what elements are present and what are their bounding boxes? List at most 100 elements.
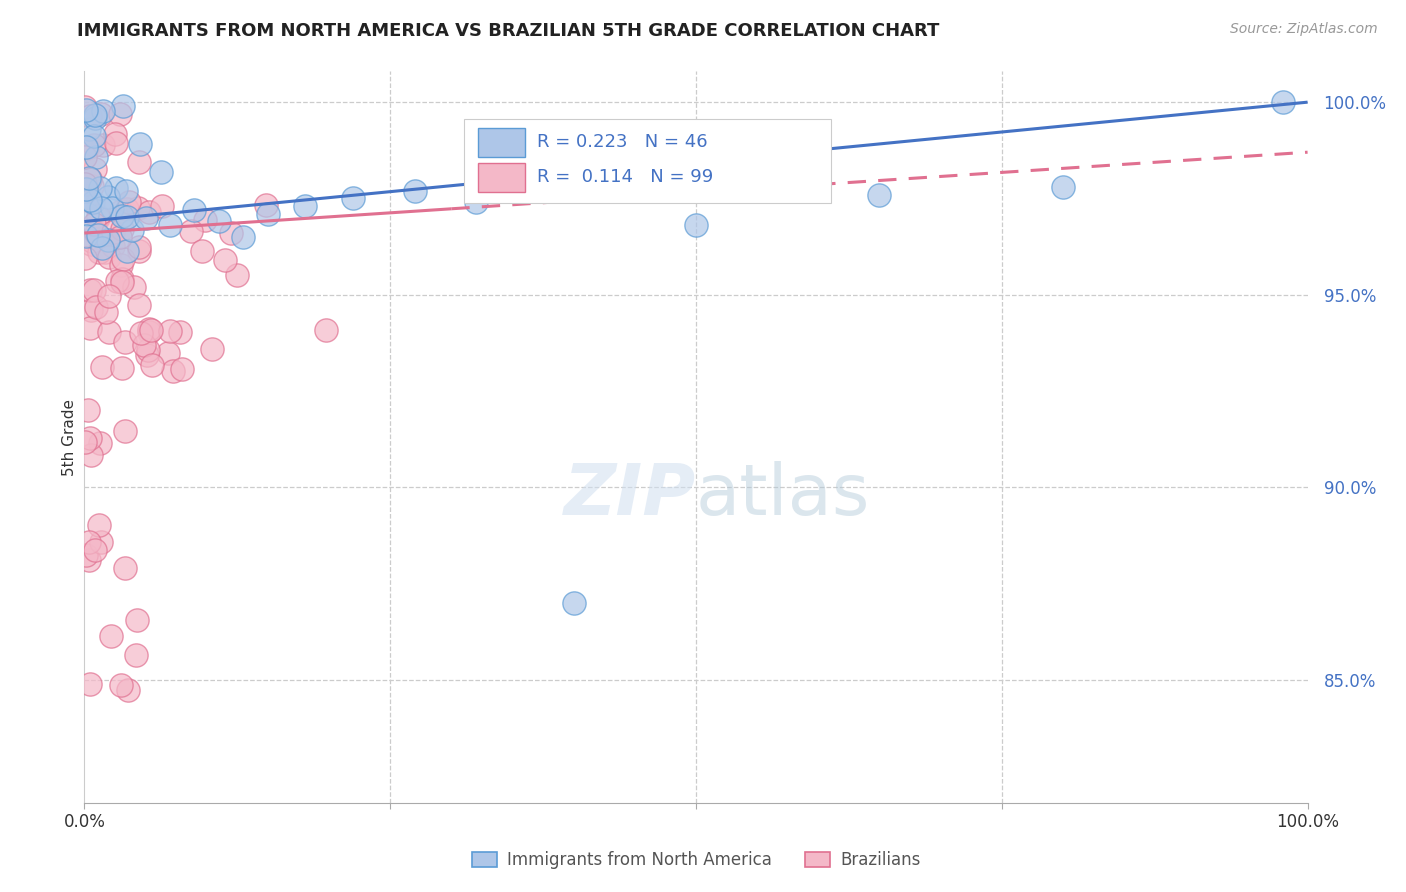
Point [96, 305, 118, 319]
Point [110, 678, 132, 692]
Point [100, 629, 122, 643]
Legend: Immigrants from North America, Brazilians: Immigrants from North America, Brazilian… [465, 845, 927, 876]
Point [76, 207, 98, 221]
Text: atlas: atlas [696, 461, 870, 530]
Point [162, 364, 184, 378]
Point [464, 195, 486, 210]
Point [115, 244, 138, 258]
Point [87, 209, 110, 223]
Point [77, 191, 100, 205]
Point [104, 181, 127, 195]
Point [128, 155, 150, 169]
Point [342, 191, 364, 205]
Point [98, 289, 121, 303]
Point [208, 214, 231, 228]
Point [138, 205, 160, 219]
Point [97, 190, 120, 204]
Point [77, 122, 100, 136]
Point [90, 242, 112, 256]
Point [114, 334, 136, 349]
Point [115, 184, 138, 198]
Point [121, 223, 143, 237]
Point [257, 207, 280, 221]
Point [75, 182, 97, 196]
Text: IMMIGRANTS FROM NORTH AMERICA VS BRAZILIAN 5TH GRADE CORRELATION CHART: IMMIGRANTS FROM NORTH AMERICA VS BRAZILI… [77, 22, 939, 40]
Point [94, 244, 117, 259]
Point [110, 203, 132, 218]
Point [98, 250, 121, 264]
Point [79, 676, 101, 690]
Point [111, 252, 134, 266]
Point [194, 213, 217, 227]
Point [138, 321, 160, 335]
Point [75, 150, 97, 164]
Point [87, 245, 110, 260]
Point [125, 613, 148, 627]
Point [294, 199, 316, 213]
Point [105, 136, 128, 151]
Point [75, 434, 97, 449]
Point [232, 230, 254, 244]
Point [89, 518, 111, 533]
Point [101, 239, 124, 253]
Point [135, 211, 157, 225]
Point [89, 436, 111, 450]
Point [75, 229, 97, 244]
Point [77, 553, 100, 567]
Point [90, 202, 112, 216]
Point [79, 193, 101, 207]
Point [114, 560, 136, 574]
Point [138, 325, 160, 339]
Point [76, 189, 98, 203]
Point [159, 324, 181, 338]
Point [117, 682, 139, 697]
Point [75, 177, 97, 191]
Point [75, 548, 97, 562]
Text: R = 0.223   N = 46: R = 0.223 N = 46 [537, 133, 707, 152]
Point [1052, 179, 1074, 194]
Point [83, 217, 105, 231]
Point [118, 194, 141, 209]
FancyBboxPatch shape [478, 162, 524, 192]
Point [84, 161, 107, 176]
Point [80, 234, 103, 248]
Point [101, 225, 124, 239]
Point [76, 103, 98, 118]
Point [404, 184, 426, 198]
Point [90, 360, 112, 375]
Point [79, 283, 101, 297]
Point [76, 402, 98, 417]
Point [73, 252, 96, 266]
Point [129, 326, 152, 340]
Text: Source: ZipAtlas.com: Source: ZipAtlas.com [1230, 22, 1378, 37]
Point [87, 228, 110, 243]
Point [84, 112, 107, 126]
Point [111, 271, 134, 285]
Point [108, 230, 131, 244]
Point [869, 187, 891, 202]
Point [79, 109, 101, 123]
Point [562, 596, 585, 610]
Point [82, 194, 104, 209]
Point [97, 233, 120, 247]
Point [108, 107, 131, 121]
Point [127, 201, 149, 215]
Point [86, 150, 108, 164]
Point [190, 244, 212, 258]
Point [128, 298, 150, 312]
Point [132, 338, 155, 352]
Point [83, 138, 105, 153]
Point [141, 358, 163, 372]
Point [97, 325, 120, 339]
Point [80, 236, 103, 251]
Point [1272, 95, 1295, 110]
Point [83, 283, 105, 297]
Point [105, 274, 128, 288]
Point [104, 128, 127, 142]
Point [79, 431, 101, 445]
Point [84, 301, 107, 315]
Point [91, 104, 114, 119]
Point [75, 140, 97, 154]
Point [685, 219, 707, 233]
Point [254, 197, 277, 211]
